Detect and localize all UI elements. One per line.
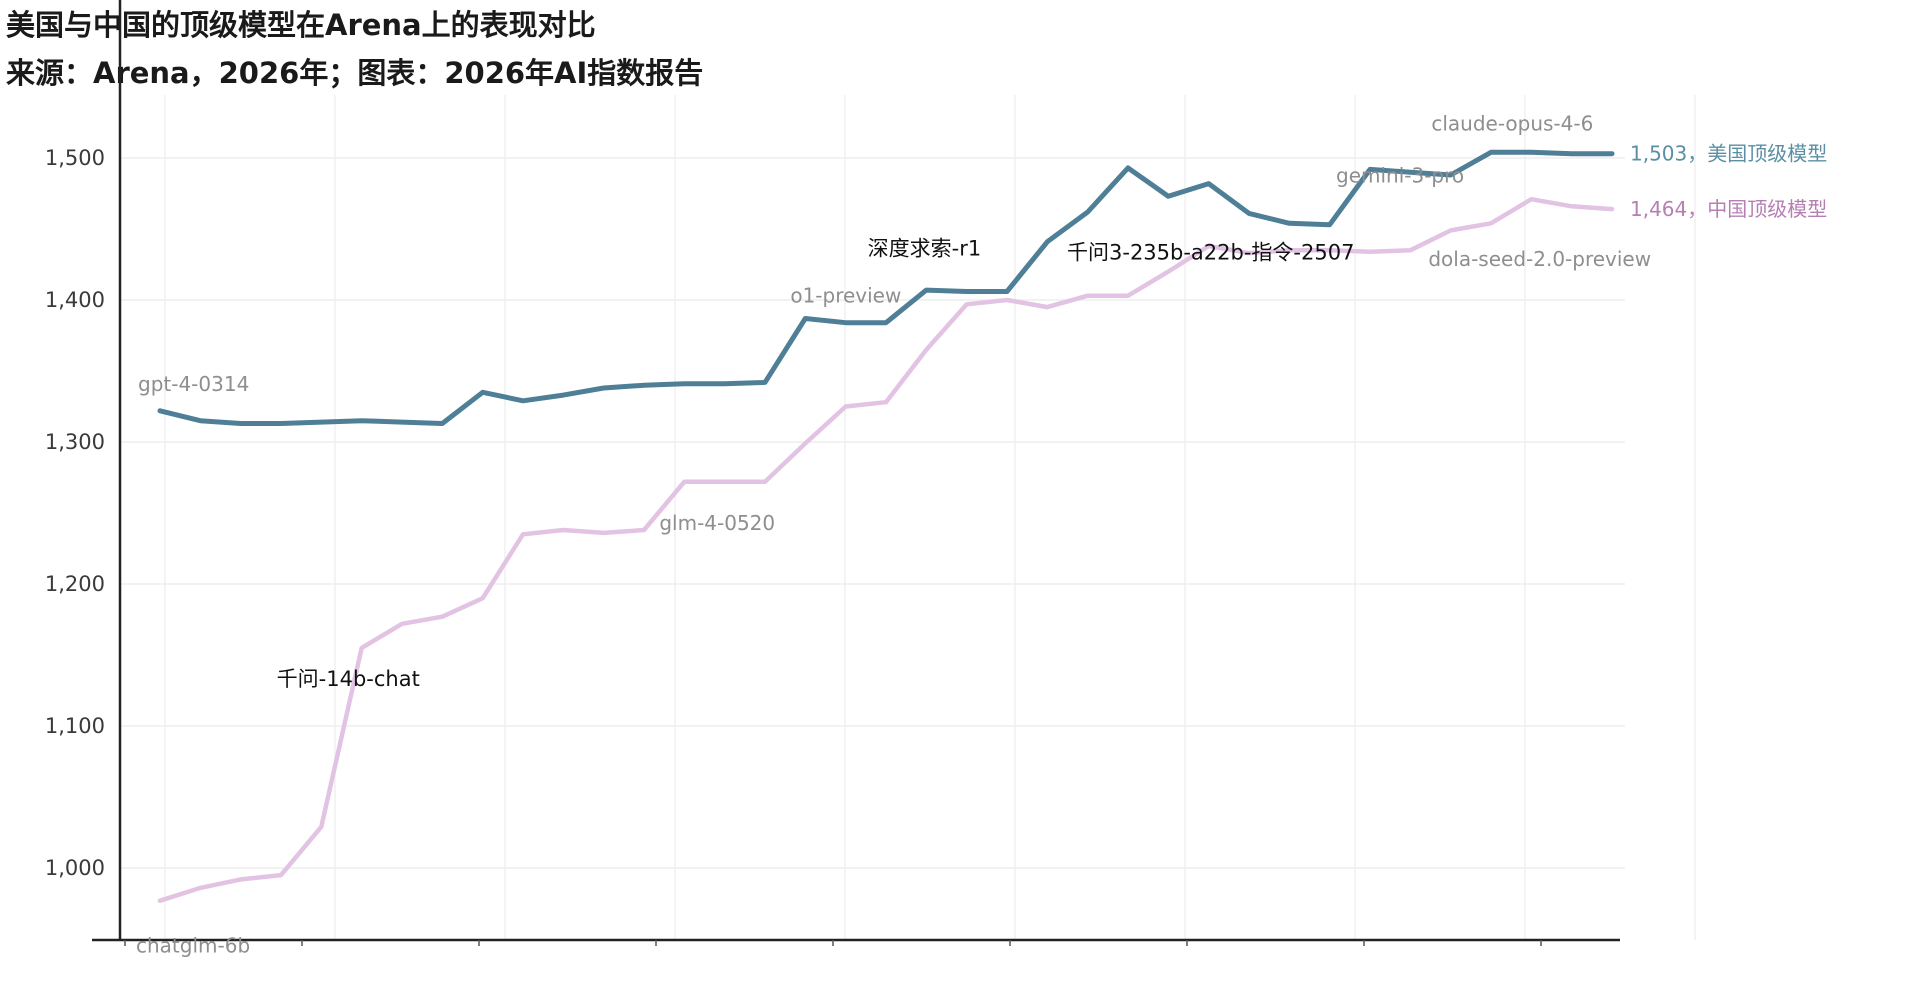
series-end-label-cn: 1,464，中国顶级模型 (1630, 197, 1827, 221)
annotation-label: gemini-3-pro (1336, 163, 1464, 187)
y-tick-label: 1,400 (45, 288, 105, 312)
y-tick-label: 1,100 (45, 714, 105, 738)
series-end-label-us: 1,503，美国顶级模型 (1630, 142, 1827, 166)
annotation-label: gpt-4-0314 (138, 372, 249, 396)
y-tick-label: 1,300 (45, 430, 105, 454)
annotation-label: chatglm-6b (136, 934, 250, 958)
grid-layer (120, 95, 1696, 940)
annotation-label: 千问-14b-chat (277, 667, 420, 691)
annotation-label: dola-seed-2.0-preview (1428, 247, 1651, 271)
y-tick-label: 1,200 (45, 572, 105, 596)
axis-layer: 1,000 1,100 1,200 1,300 1,400 1,500 (45, 0, 1620, 946)
chart-title: 美国与中国的顶级模型在Arena上的表现对比 (6, 8, 596, 42)
annotation-label: 千问3-235b-a22b-指令-2507 (1067, 241, 1354, 265)
series-layer (157, 149, 1615, 903)
annotation-label: o1-preview (790, 283, 901, 307)
annotation-label: glm-4-0520 (659, 511, 775, 535)
y-tick-label: 1,500 (45, 146, 105, 170)
y-tick-label: 1,000 (45, 856, 105, 880)
annotation-label: claude-opus-4-6 (1431, 111, 1593, 135)
series-line-cn (157, 196, 1615, 903)
annotation-label: 深度求索-r1 (868, 236, 982, 260)
series-line-us (157, 149, 1615, 426)
label-layer: 1,503，美国顶级模型 1,464，中国顶级模型 gpt-4-0314 chatgl… (136, 111, 1827, 957)
chart-subtitle: 来源：Arena，2026年；图表：2026年AI指数报告 (6, 56, 704, 90)
